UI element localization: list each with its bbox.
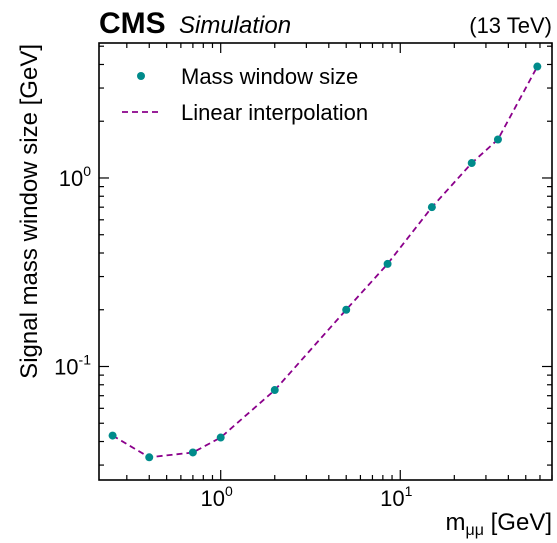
data-point [145,453,154,462]
simulation-tag: Simulation [179,12,291,39]
data-point [108,431,117,440]
legend-label-interpolation: Linear interpolation [181,100,368,125]
y-axis-label: Signal mass window size [GeV] [16,44,43,379]
data-point [493,135,502,144]
data-point [342,305,351,314]
y-tick-label: 10-1 [54,352,91,380]
legend-marker-mass-window [137,72,145,80]
data-point [270,386,279,395]
axis-ticks [99,43,553,480]
series-layer [108,62,542,462]
data-point [188,448,197,457]
legend: Mass window size Linear interpolation [122,64,368,125]
data-point [383,259,392,268]
data-point [533,62,542,71]
interpolation-line [112,66,539,459]
plot-frame [98,42,553,481]
x-tick-label: 101 [380,483,412,511]
data-point [216,433,225,442]
x-axis-label: mμμ [GeV] [446,509,552,539]
experiment-label: CMS [99,7,166,40]
y-tick-label: 100 [59,163,91,191]
data-point [427,203,436,212]
energy-label: (13 TeV) [469,13,552,38]
axis-tick-labels: 100 101 10-1 100 [54,163,413,511]
x-tick-label: 100 [201,483,233,511]
data-point [467,159,476,168]
legend-label-mass-window: Mass window size [181,64,358,89]
